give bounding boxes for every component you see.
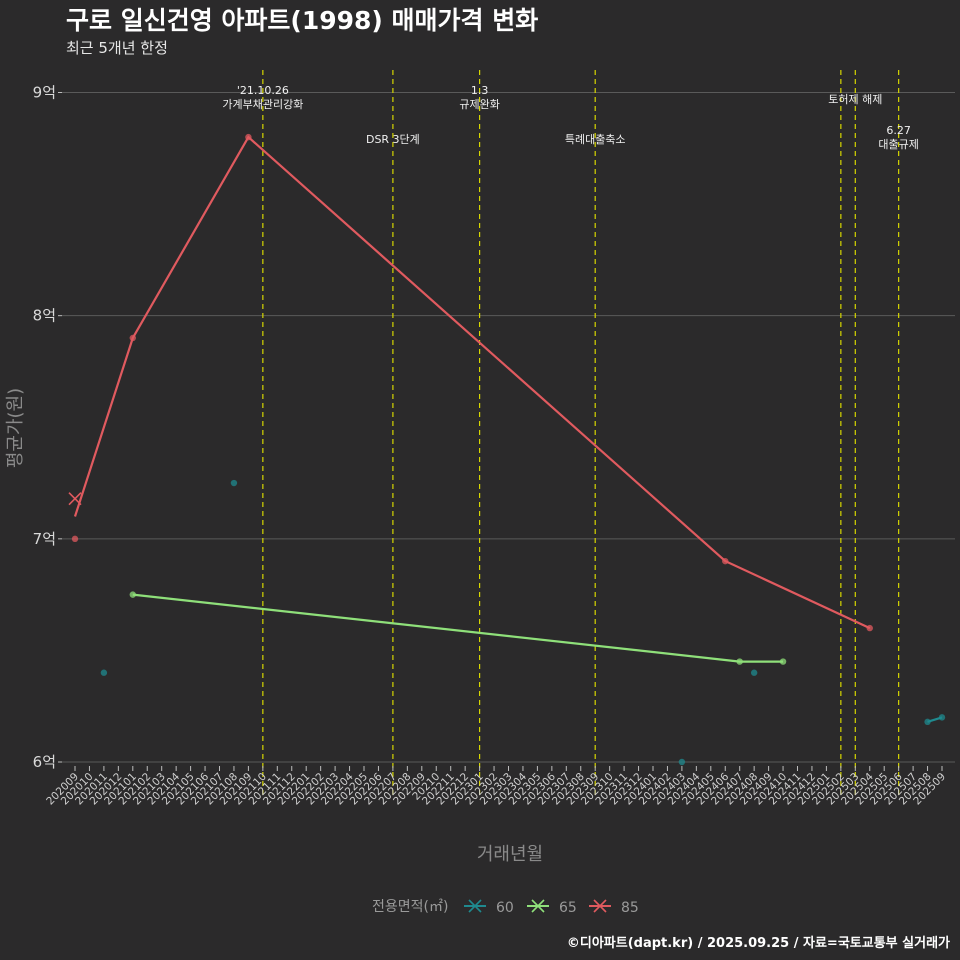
- event-annotation: 토허제 해제: [828, 92, 882, 106]
- event-annotation: DSR 3단계: [366, 133, 420, 146]
- legend-label-85: 85: [621, 900, 639, 916]
- y-tick-label: 7억: [33, 530, 56, 548]
- y-tick-label: 8억: [33, 307, 56, 325]
- data-point-65: [736, 658, 743, 665]
- event-annotation: '21.10.26: [237, 84, 289, 97]
- chart-title: 구로 일신건영 아파트(1998) 매매가격 변화: [66, 6, 538, 35]
- event-annotation: 6.27: [886, 124, 911, 137]
- chart-subtitle: 최근 5개년 한정: [66, 39, 168, 57]
- data-point-60: [750, 669, 758, 676]
- event-annotation: 1.3: [471, 84, 489, 97]
- legend-key-65: [531, 899, 545, 913]
- y-axis-label: 평균가(원): [5, 388, 26, 468]
- event-annotation: 대출규제: [878, 138, 918, 151]
- series-lines: [68, 133, 946, 766]
- legend-label-60: 60: [496, 900, 514, 916]
- y-tick-label: 6억: [33, 753, 56, 771]
- legend-label-65: 65: [559, 900, 577, 916]
- series-line-65: [132, 593, 783, 663]
- event-annotation: 가계부채관리강화: [222, 98, 303, 111]
- data-point-65: [779, 658, 787, 665]
- event-annotation: 규제완화: [459, 98, 499, 111]
- data-point-60: [230, 479, 238, 487]
- data-point-85: [866, 624, 873, 632]
- caption: ©디아파트(dapt.kr) / 2025.09.25 / 자료=국토교통부 실…: [567, 935, 950, 951]
- legend-title: 전용면적(㎡): [372, 899, 448, 915]
- series-line-85: [73, 135, 871, 630]
- data-point-60: [938, 714, 946, 721]
- cross-marker-85: [68, 492, 82, 506]
- x-axis-label: 거래년월: [477, 844, 543, 865]
- data-point-60: [100, 669, 108, 676]
- data-point-85: [245, 133, 252, 141]
- data-point-65: [129, 591, 136, 598]
- data-point-85: [722, 557, 729, 565]
- x-axis: 2020092020102020112020122021012021022021…: [44, 766, 948, 807]
- data-point-85: [71, 535, 79, 543]
- data-point-85: [129, 334, 136, 342]
- legend-key-85: [593, 899, 607, 913]
- event-annotation: 특례대출축소: [565, 133, 626, 146]
- data-point-60: [678, 758, 686, 766]
- legend-key-60: [468, 899, 482, 913]
- grid-lines: [62, 92, 955, 763]
- y-tick-label: 9억: [33, 84, 56, 102]
- legend: 전용면적(㎡) 60 65 85: [372, 899, 639, 916]
- data-point-60: [924, 718, 931, 726]
- y-axis: 6억 7억 8억 9억: [33, 84, 62, 771]
